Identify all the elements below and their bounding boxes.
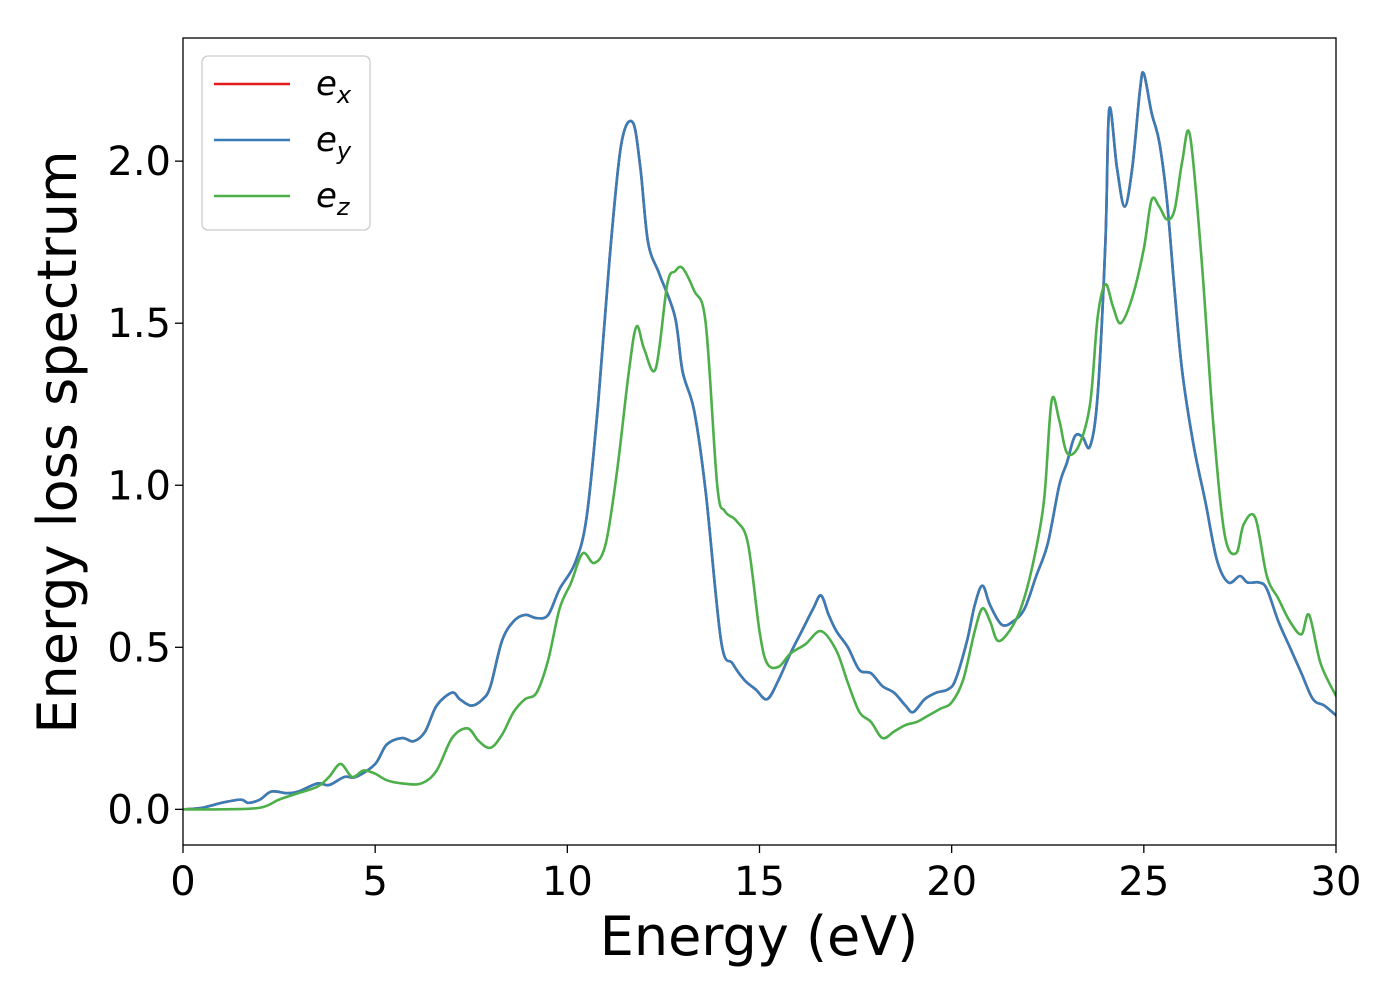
x-tick-label: 30 (1311, 859, 1362, 905)
x-tick-label: 10 (542, 859, 593, 905)
x-tick-label: 20 (926, 859, 977, 905)
series-line-ey (183, 71, 1336, 811)
y-axis-title: Energy loss spectrum (26, 150, 89, 733)
y-tick-label: 1.5 (107, 301, 171, 347)
legend-label-ex: ex (316, 64, 352, 109)
y-tick-label: 0.5 (107, 625, 171, 671)
y-tick-label: 0.0 (107, 787, 171, 833)
x-tick-label: 0 (170, 859, 195, 905)
series-line-ez (183, 129, 1336, 811)
x-tick-label: 25 (1118, 859, 1169, 905)
x-tick-label: 5 (362, 859, 387, 905)
x-axis-title: Energy (eV) (600, 905, 919, 968)
legend-box (201, 55, 371, 231)
series-lines (183, 71, 1336, 811)
y-tick-label: 1.0 (107, 463, 171, 509)
y-tick-label: 2.0 (107, 139, 171, 185)
legend-label-ey: ey (316, 120, 352, 165)
x-axis: 0 5 10 15 20 25 30 (170, 845, 1361, 905)
y-axis: 0.0 0.5 1.0 1.5 2.0 (107, 139, 183, 833)
x-tick-label: 15 (734, 859, 785, 905)
